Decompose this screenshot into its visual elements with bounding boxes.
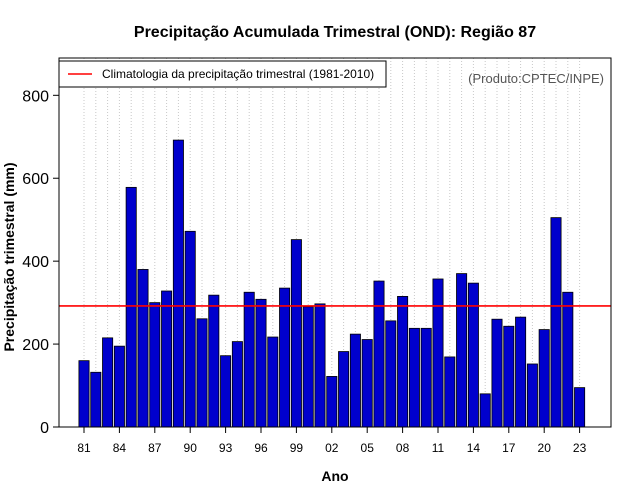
x-tick-label: 02	[325, 441, 339, 455]
bar-2019	[526, 363, 538, 428]
bar-2003	[338, 351, 350, 428]
bar-1986	[137, 269, 149, 428]
x-tick-label: 84	[113, 441, 127, 455]
x-tick-label: 81	[77, 441, 91, 455]
x-tick-label: 11	[432, 441, 445, 455]
bar-2023	[574, 387, 586, 428]
bar-2010	[420, 327, 432, 428]
bar-2001	[314, 303, 326, 428]
bar-2016	[491, 318, 503, 428]
y-tick-label: 400	[22, 254, 49, 271]
bars-group	[78, 139, 586, 428]
y-axis: 0 200 400 600 800	[22, 88, 59, 437]
bar-2015	[479, 393, 491, 428]
bar-1993	[220, 355, 232, 428]
x-axis: 81 84 87 90 93 96 99 02 05 08 11 14 17 20 23	[77, 427, 587, 455]
y-tick-label: 600	[22, 171, 49, 188]
bar-1990	[184, 230, 196, 428]
bar-1991	[196, 318, 208, 428]
x-tick-label: 96	[254, 441, 268, 455]
bar-2013	[456, 273, 468, 428]
bar-2020	[538, 329, 550, 428]
bar-1997	[267, 336, 279, 428]
bar-2000	[302, 306, 314, 428]
y-axis-label: Precipitação trimestral (mm)	[1, 162, 17, 351]
bar-2021	[550, 217, 562, 428]
x-tick-label: 20	[538, 441, 552, 455]
bar-2011	[432, 278, 444, 428]
bar-1985	[125, 186, 137, 428]
x-tick-label: 17	[502, 441, 516, 455]
x-axis-label: Ano	[321, 468, 348, 484]
x-tick-label: 05	[361, 441, 375, 455]
bar-1983	[102, 337, 114, 428]
bar-2009	[408, 327, 420, 428]
x-tick-label: 87	[148, 441, 162, 455]
x-tick-label: 08	[396, 441, 410, 455]
bar-2014	[467, 282, 479, 428]
x-tick-label: 93	[219, 441, 233, 455]
bar-2002	[326, 376, 338, 428]
x-tick-label: 14	[467, 441, 481, 455]
bar-1984	[113, 345, 125, 428]
plot-frame	[58, 57, 612, 428]
chart-title: Precipitação Acumulada Trimestral (OND):…	[134, 24, 536, 41]
bar-1992	[208, 294, 220, 428]
y-tick-label: 800	[22, 88, 49, 105]
bar-1981	[78, 360, 90, 428]
bar-2007	[385, 320, 397, 428]
y-tick-label: 200	[22, 337, 49, 354]
bar-1987	[149, 302, 161, 428]
bar-2022	[562, 291, 574, 428]
y-tick-label: 0	[40, 420, 49, 437]
bar-2012	[444, 356, 456, 428]
bar-1988	[161, 290, 173, 428]
bar-2008	[397, 295, 409, 428]
legend-box	[58, 60, 387, 88]
legend-label: Climatologia da precipitação trimestral …	[102, 67, 374, 81]
credit-text: (Produto:CPTEC/INPE)	[468, 71, 604, 86]
bar-2018	[515, 316, 527, 428]
bar-1989	[172, 139, 184, 428]
bar-1996	[255, 298, 267, 428]
bar-1995	[243, 291, 255, 428]
legend: Climatologia da precipitação trimestral …	[58, 60, 387, 88]
bar-1999	[290, 239, 302, 428]
x-tick-label: 99	[290, 441, 304, 455]
bar-1998	[279, 287, 291, 428]
bar-2017	[503, 325, 515, 428]
bar-2006	[373, 280, 385, 428]
x-tick-label: 23	[573, 441, 587, 455]
bar-2004	[349, 333, 361, 428]
bar-2005	[361, 339, 373, 428]
x-tick-label: 90	[184, 441, 198, 455]
bar-1994	[231, 341, 243, 428]
bar-1982	[90, 371, 102, 428]
